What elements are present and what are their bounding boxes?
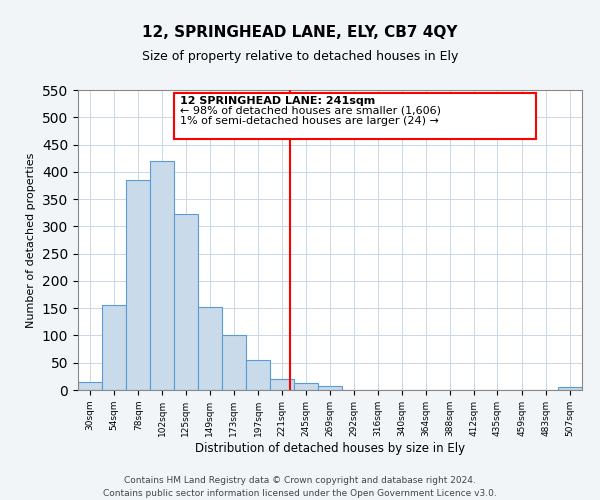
Text: 12 SPRINGHEAD LANE: 241sqm: 12 SPRINGHEAD LANE: 241sqm [179,96,375,106]
Bar [126,180,151,390]
FancyBboxPatch shape [173,92,536,139]
Bar [294,383,319,390]
Bar [151,161,173,390]
Bar [246,360,270,390]
Text: Contains public sector information licensed under the Open Government Licence v3: Contains public sector information licen… [103,488,497,498]
Text: ← 98% of detached houses are smaller (1,606): ← 98% of detached houses are smaller (1,… [179,106,440,116]
Bar [173,214,198,390]
Text: 1% of semi-detached houses are larger (24) →: 1% of semi-detached houses are larger (2… [179,116,439,126]
X-axis label: Distribution of detached houses by size in Ely: Distribution of detached houses by size … [195,442,465,454]
Bar [198,306,222,390]
Text: Contains HM Land Registry data © Crown copyright and database right 2024.: Contains HM Land Registry data © Crown c… [124,476,476,485]
Text: Size of property relative to detached houses in Ely: Size of property relative to detached ho… [142,50,458,63]
Bar [102,306,126,390]
Bar [558,388,582,390]
Bar [222,336,246,390]
Y-axis label: Number of detached properties: Number of detached properties [26,152,37,328]
Bar [78,382,102,390]
Bar [319,386,341,390]
Text: 12, SPRINGHEAD LANE, ELY, CB7 4QY: 12, SPRINGHEAD LANE, ELY, CB7 4QY [142,25,458,40]
Bar [270,379,294,390]
